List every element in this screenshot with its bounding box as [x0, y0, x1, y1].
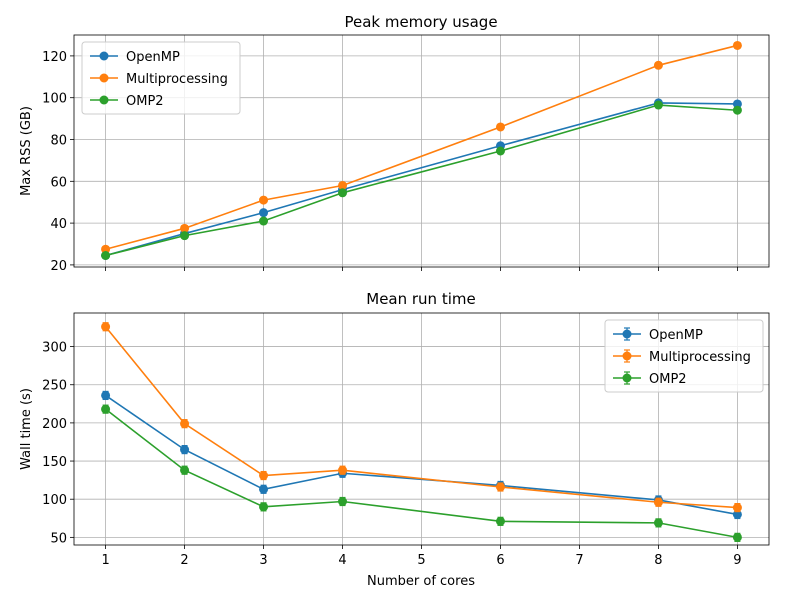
data-point: [653, 497, 663, 507]
data-point: [259, 195, 269, 205]
legend-marker: [99, 73, 109, 83]
top-chart-ylabel: Max RSS (GB): [19, 106, 34, 196]
y-tick-label: 250: [42, 379, 67, 394]
y-tick-label: 300: [42, 341, 67, 356]
y-tick-label: 120: [42, 50, 67, 65]
legend-frame: [604, 319, 764, 393]
data-point: [495, 122, 505, 132]
x-tick-label: 3: [259, 553, 267, 568]
data-point: [732, 509, 742, 519]
x-tick-label: 9: [733, 553, 741, 568]
data-point: [653, 100, 663, 110]
data-point: [259, 471, 269, 481]
data-point: [653, 60, 663, 70]
legend-marker: [622, 329, 632, 339]
bottom-chart-legend: OpenMP Multiprocessing OMP2: [604, 319, 764, 393]
y-tick-label: 200: [42, 417, 67, 432]
x-tick-label: 5: [417, 553, 425, 568]
data-point: [259, 502, 269, 512]
data-point: [180, 419, 190, 429]
legend-label: OpenMP: [126, 50, 180, 65]
data-point: [653, 518, 663, 528]
data-point: [259, 216, 269, 226]
plot-frame: [73, 312, 770, 546]
data-point: [732, 99, 742, 109]
bottom-chart-panel: Mean run time Wall time (s) Number of co…: [19, 290, 770, 589]
data-point: [732, 40, 742, 50]
top-chart-panel: Peak memory usage Max RSS (GB) 20 40 60 80 1…: [19, 13, 770, 274]
data-point: [101, 390, 111, 400]
y-tick-label: 100: [42, 92, 67, 107]
legend-marker: [622, 351, 632, 361]
x-tick-label: 6: [496, 553, 504, 568]
legend-label: Multiprocessing: [649, 350, 751, 365]
legend-label: OMP2: [126, 94, 164, 109]
legend-label: OMP2: [649, 372, 687, 387]
x-tick-label: 4: [338, 553, 346, 568]
legend-marker: [99, 51, 109, 61]
legend-marker: [99, 95, 109, 105]
bottom-chart-title: Mean run time: [366, 290, 475, 308]
data-point: [180, 445, 190, 455]
y-tick-label: 100: [42, 493, 67, 508]
data-point: [338, 465, 348, 475]
data-point: [259, 208, 269, 218]
data-point: [732, 532, 742, 542]
data-point: [495, 516, 505, 526]
y-tick-label: 80: [50, 134, 67, 149]
x-tick-label: 1: [101, 553, 109, 568]
top-chart-title: Peak memory usage: [344, 13, 497, 31]
y-tick-label: 40: [50, 217, 67, 232]
data-point: [338, 180, 348, 190]
y-tick-label: 50: [50, 531, 67, 546]
legend-marker: [622, 373, 632, 383]
data-point: [338, 497, 348, 506]
data-point: [180, 465, 190, 475]
legend-label: Multiprocessing: [126, 72, 228, 87]
x-tick-label: 8: [654, 553, 662, 568]
legend-label: OpenMP: [649, 328, 703, 343]
y-tick-label: 150: [42, 455, 67, 470]
data-point: [338, 188, 348, 198]
data-point: [101, 244, 111, 254]
data-point: [101, 251, 111, 261]
bottom-plot-area: 1 2 3 4 5 6 7 8 9 50 100 150 200 250 300: [42, 312, 770, 568]
data-point: [495, 146, 505, 156]
data-point: [259, 484, 269, 494]
plot-frame: [73, 34, 770, 268]
bottom-chart-ylabel: Wall time (s): [19, 388, 34, 470]
data-point: [101, 322, 111, 332]
data-point: [495, 482, 505, 492]
data-point: [180, 231, 190, 241]
x-tick-label: 2: [180, 553, 188, 568]
legend-frame: [81, 41, 241, 115]
y-tick-label: 20: [50, 259, 67, 274]
bottom-chart-xlabel: Number of cores: [367, 574, 475, 589]
y-tick-label: 60: [50, 175, 67, 190]
top-plot-area: 20 40 60 80 100 120: [42, 34, 770, 274]
data-point: [732, 105, 742, 115]
data-point: [732, 503, 742, 513]
data-point: [180, 223, 190, 233]
top-chart-legend: OpenMP Multiprocessing OMP2: [81, 41, 241, 115]
x-tick-label: 7: [575, 553, 583, 568]
data-point: [101, 404, 111, 414]
